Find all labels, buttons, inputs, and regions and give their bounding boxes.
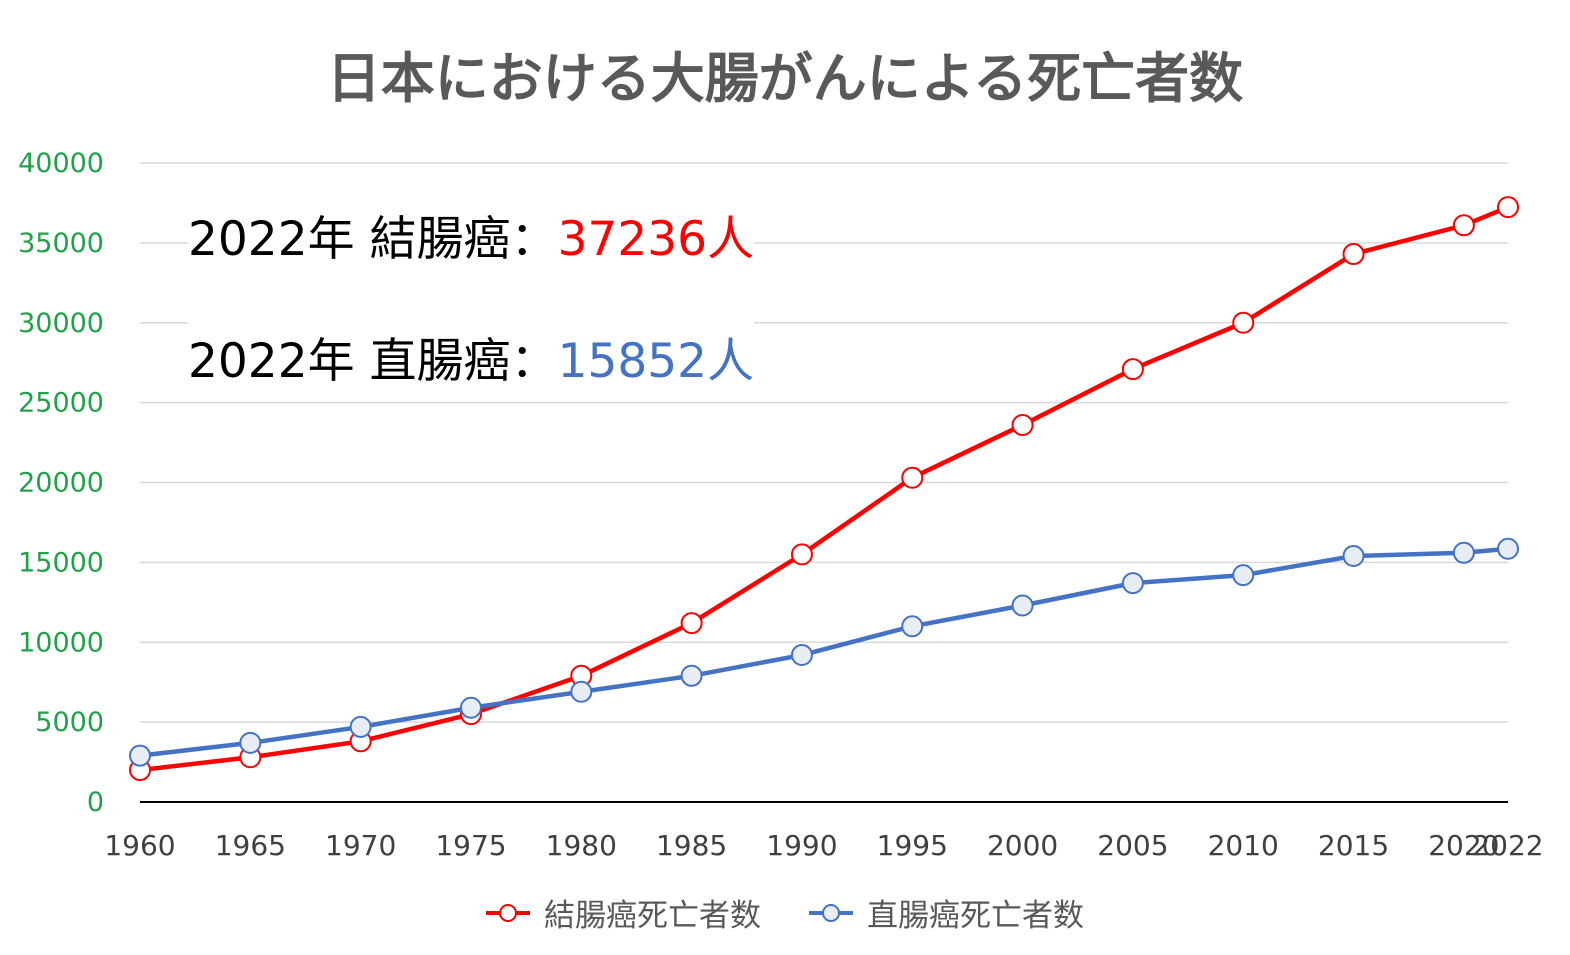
x-tick-label: 1985 [656,829,727,862]
y-tick-label: 0 [87,787,104,818]
annotation-rectal-value: 15852人 [557,334,755,389]
x-tick-label: 2015 [1318,829,1389,862]
data-point [1497,537,1519,560]
x-axis-ticks: 1960 1965 1970 1975 1980 1985 1990 1995 2000 2005… [104,829,1543,862]
data-point [1011,413,1034,436]
y-tick-label: 30000 [18,308,104,339]
data-point [129,744,151,767]
legend-swatch-rectal [809,903,853,923]
legend-swatch-colon [486,903,530,923]
annotation-colon-prefix: 2022年 結腸癌： [188,212,558,267]
y-tick-label: 25000 [18,388,104,419]
y-axis-ticks: 0 5000 10000 15000 20000 25000 30000 35000 40000 [18,148,104,818]
y-tick-label: 10000 [18,627,104,658]
data-point [901,466,924,489]
x-tick-label: 1970 [325,829,396,862]
x-tick-label: 1995 [877,829,948,862]
data-point [1497,196,1519,219]
legend-label-colon: 結腸癌死亡者数 [544,898,761,934]
annotation-rectal-prefix: 2022年 直腸癌： [188,334,558,389]
series-line-1 [139,546,1509,758]
chart-title: 日本における大腸がんによる死亡者数 [326,47,1244,110]
data-point [1121,572,1144,595]
x-tick-label: 1975 [435,829,506,862]
x-tick-label: 1965 [215,829,286,862]
data-point [1452,214,1475,237]
data-point [790,644,813,667]
y-tick-label: 40000 [18,148,104,179]
data-point [570,680,593,703]
x-tick-label: 2022 [1472,829,1543,862]
y-tick-label: 15000 [18,547,104,578]
x-tick-label: 2005 [1097,829,1168,862]
x-tick-label: 1990 [766,829,837,862]
data-point [790,543,813,566]
data-point [1121,358,1144,381]
data-point [349,715,372,738]
data-point [1011,594,1034,617]
x-tick-label: 2020 [1428,829,1499,862]
annotation-colon-value: 37236人 [557,212,755,267]
data-point [1232,564,1255,587]
x-tick-label: 1960 [104,829,175,862]
legend-label-rectal: 直腸癌死亡者数 [867,898,1084,934]
legend-item-rectal[interactable]: 直腸癌死亡者数 [809,890,1084,935]
y-tick-label: 20000 [18,468,104,499]
legend-item-colon[interactable]: 結腸癌死亡者数 [486,890,761,935]
x-tick-label: 2000 [987,829,1058,862]
data-point [680,664,703,687]
data-point [459,696,482,719]
data-point [1342,243,1365,266]
data-point [680,612,703,635]
data-point [1342,544,1365,567]
series-line-0 [139,205,1509,773]
x-tick-label: 1980 [546,829,617,862]
data-point [1232,311,1255,334]
series-layer [129,196,1519,782]
y-tick-label: 35000 [18,228,104,259]
chart-legend: 結腸癌死亡者数 直腸癌死亡者数 [0,890,1570,935]
annotation-colon-cancer: 2022年 結腸癌：37236人 [188,200,755,269]
x-tick-label: 2010 [1208,829,1279,862]
data-point [901,615,924,638]
y-tick-label: 5000 [35,707,104,738]
annotation-rectal-cancer: 2022年 直腸癌：15852人 [188,322,755,391]
data-point [1452,541,1475,564]
data-point [239,731,262,754]
